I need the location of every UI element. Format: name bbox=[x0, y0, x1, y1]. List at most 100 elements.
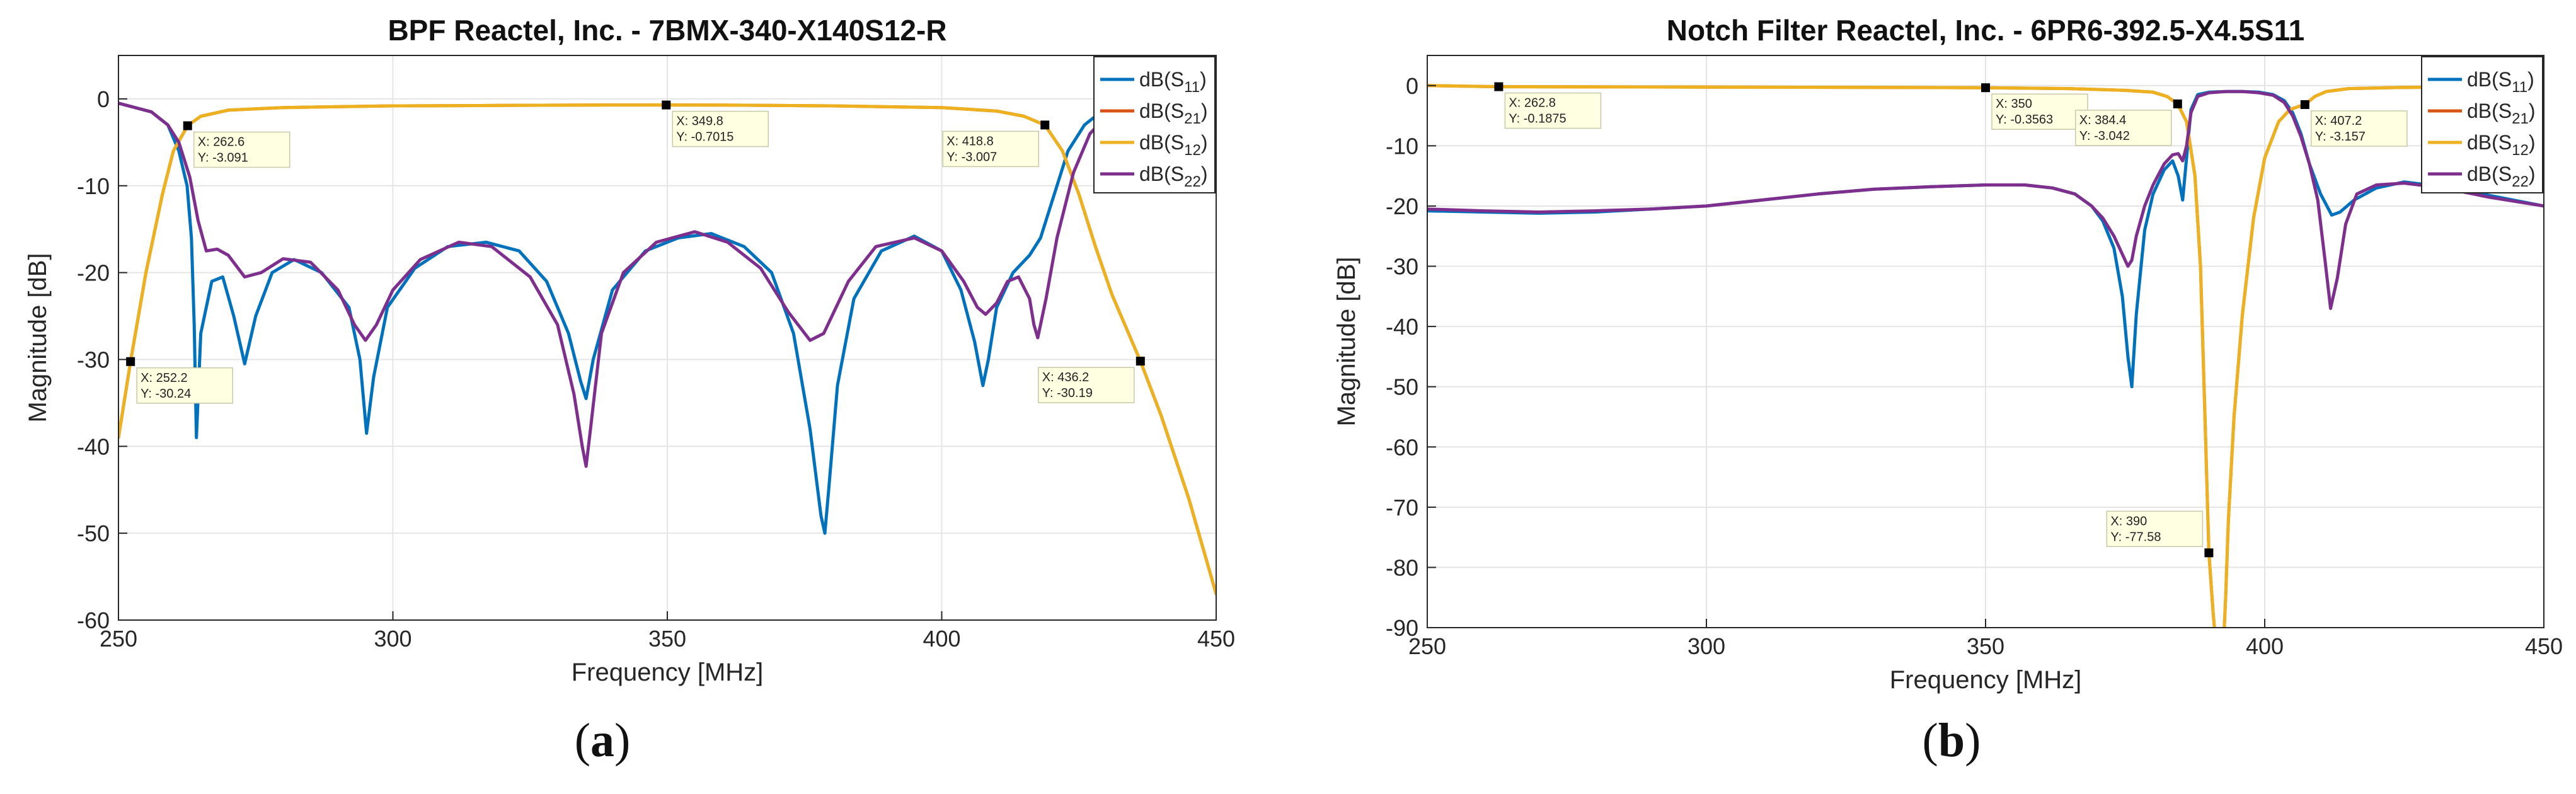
panel-a-datatip-x: X: 436.2 bbox=[1042, 371, 1090, 384]
panel-a-x-tick-label: 300 bbox=[374, 626, 411, 652]
panel-a-datatip-2: X: 349.8Y: -0.7015 bbox=[662, 100, 769, 147]
panel-b-datatip-x: X: 390 bbox=[2110, 514, 2147, 528]
panel-b-legend-entry-s12: dB(S12) bbox=[2467, 131, 2536, 159]
panel-a-x-tick-label: 350 bbox=[648, 626, 686, 652]
panel-a-datatip-box bbox=[672, 110, 769, 147]
panel-b-datatip-box bbox=[2106, 510, 2204, 548]
panel-a-y-tick-label: 0 bbox=[97, 86, 110, 112]
panel-a-legend-entry-s21: dB(S21) bbox=[1139, 100, 1208, 127]
panel-a-datatip-x: X: 262.6 bbox=[198, 135, 245, 149]
panel-b: 250 300 350 400 450 0 -10 -20 -30 -40 -50 -60 -70 -80… bbox=[1333, 14, 2563, 694]
panel-a-series-line-s11 bbox=[118, 100, 1216, 535]
panel-b-x-tick-label: 350 bbox=[1967, 633, 2004, 659]
panel-a-series-line-s22 bbox=[118, 100, 1216, 468]
panel-a-y-tick-label: -40 bbox=[77, 434, 110, 459]
panel-b-y-tick-label: -50 bbox=[1386, 374, 1418, 400]
panel-b-datatip-y: Y: -0.3563 bbox=[1996, 113, 2053, 127]
panel-b-x-axis-label: Frequency [MHz] bbox=[1890, 666, 2082, 694]
panel-b-x-tick-label: 400 bbox=[2246, 633, 2284, 659]
panel-b-datatip-x: X: 407.2 bbox=[2315, 114, 2362, 128]
panel-b-chart-title: Notch Filter Reactel, Inc. - 6PR6-392.5-… bbox=[1667, 14, 2304, 47]
panel-b-y-tick-label: -60 bbox=[1386, 434, 1418, 460]
panel-b-x-tick-label: 300 bbox=[1688, 633, 1725, 659]
panel-a-datatip-marker bbox=[126, 357, 135, 366]
panel-b-datatip-box bbox=[1991, 93, 2088, 130]
panel-a-datatip-box bbox=[193, 131, 290, 168]
panel-b-datatip-y: Y: -3.042 bbox=[2079, 129, 2130, 143]
panel-b-datatip-1: X: 350 Y: -0.3563 bbox=[1981, 83, 2088, 130]
panel-a-y-tick-label: -20 bbox=[77, 260, 110, 286]
panel-a-legend: dB(S11) dB(S21) dB(S12) dB(S22) bbox=[1093, 56, 1216, 193]
panel-a-grid bbox=[118, 55, 1217, 621]
panel-b-datatip-x: X: 384.4 bbox=[2079, 113, 2127, 127]
panel-a-datatip-4: X: 436.2 Y: -30.19 bbox=[1038, 357, 1145, 403]
panel-a-datatip-box bbox=[1038, 367, 1135, 403]
panel-b-datatip-0: X: 262.8 Y: -0.1875 bbox=[1494, 82, 1602, 129]
panel-a-datatip-1: X: 262.6 Y: -3.091 bbox=[183, 121, 290, 168]
panel-b-y-tick-label: -30 bbox=[1386, 254, 1418, 280]
panel-a-x-tick-label: 400 bbox=[923, 626, 960, 652]
panel-a-datatip-marker bbox=[183, 121, 192, 130]
panel-b-legend-entry-s22: dB(S22) bbox=[2467, 163, 2536, 190]
panel-a-datatip-marker bbox=[662, 100, 671, 110]
panel-a-legend-entry-s22: dB(S22) bbox=[1139, 163, 1208, 190]
panel-b-x-tick-label: 450 bbox=[2525, 633, 2563, 659]
panel-a-x-tick-label: 450 bbox=[1197, 626, 1235, 652]
panel-b-datatip-y: Y: -3.157 bbox=[2315, 130, 2366, 144]
panel-b-legend-entry-s21: dB(S21) bbox=[2467, 100, 2536, 127]
panel-a-datatip-x: X: 349.8 bbox=[676, 115, 723, 129]
panel-a: 250 300 350 400 450 0 -10 -20 -30 -40 -50 -60 BPF Re… bbox=[24, 14, 1235, 686]
panel-b-datatip-3: X: 407.2 Y: -3.157 bbox=[2300, 100, 2408, 147]
panel-a-y-tick-label: -30 bbox=[77, 347, 110, 372]
panel-b-datatip-box bbox=[1504, 92, 1602, 129]
panel-a-datatip-marker bbox=[1040, 120, 1050, 130]
panel-a-datatip-y: Y: -30.24 bbox=[141, 387, 191, 401]
panel-b-y-tick-label: -70 bbox=[1386, 495, 1418, 521]
panel-a-datatip-box bbox=[942, 130, 1039, 168]
panel-a-series-group bbox=[118, 100, 1216, 596]
panel-b-y-tick-label: -90 bbox=[1386, 615, 1418, 641]
panel-b-y-tick-label: -40 bbox=[1386, 314, 1418, 340]
panel-b-datatip-x: X: 350 bbox=[1996, 97, 2032, 111]
panel-b-datatip-marker bbox=[2173, 99, 2182, 108]
panel-a-datatip-y: Y: -3.007 bbox=[946, 150, 997, 164]
panel-b-datatip-2: X: 384.4 Y: -3.042 bbox=[2075, 99, 2182, 146]
panel-a-y-tick-label: -60 bbox=[77, 607, 110, 633]
panel-a-datatip-x: X: 252.2 bbox=[141, 371, 188, 385]
panel-a-datatip-y: Y: -3.091 bbox=[198, 151, 248, 165]
panel-b-series-line-s22 bbox=[1427, 89, 2544, 310]
panel-b-x-tick-label: 250 bbox=[1408, 633, 1446, 659]
panel-b-datatip-box bbox=[2311, 110, 2408, 147]
panel-b-datatip-4: X: 390 Y: -77.58 bbox=[2106, 510, 2214, 558]
panel-a-x-tick-label: 250 bbox=[100, 626, 137, 652]
panel-b-panel-label: (b) bbox=[1923, 714, 1981, 767]
panel-a-y-tick-label: -10 bbox=[77, 173, 110, 199]
panel-b-y-tick-label: -80 bbox=[1386, 555, 1418, 580]
panel-a-y-tick-label: -50 bbox=[77, 521, 110, 546]
panel-b-y-tick-label: 0 bbox=[1406, 73, 1418, 99]
panel-b-y-tick-label: -10 bbox=[1386, 133, 1418, 159]
panel-b-datatip-marker bbox=[1981, 83, 1990, 93]
panel-a-datatip-box bbox=[136, 367, 233, 404]
panel-b-datatip-marker bbox=[2204, 548, 2214, 558]
panel-a-y-axis-label: Magnitude [dB] bbox=[24, 253, 52, 422]
panel-a-x-axis-label: Frequency [MHz] bbox=[572, 659, 764, 686]
panel-a-datatip-0: X: 252.2 Y: -30.24 bbox=[126, 357, 233, 404]
panel-b-legend: dB(S11) dB(S21) dB(S12) dB(S22) bbox=[2421, 56, 2543, 193]
panel-b-datatip-marker bbox=[2300, 100, 2309, 109]
panel-b-datatip-marker bbox=[1494, 82, 1504, 91]
panel-b-y-tick-label: -20 bbox=[1386, 193, 1418, 219]
panel-a-datatip-y: Y: -0.7015 bbox=[676, 130, 733, 144]
panel-b-datatip-x: X: 262.8 bbox=[1509, 96, 1556, 110]
panel-a-panel-label: (a) bbox=[575, 714, 631, 767]
panel-a-chart-title: BPF Reactel, Inc. - 7BMX-340-X140S12-R bbox=[388, 14, 946, 47]
panel-b-legend-entry-s11: dB(S11) bbox=[2467, 68, 2534, 96]
panel-b-datatip-y: Y: -77.58 bbox=[2110, 530, 2161, 544]
panel-a-legend-entry-s12: dB(S12) bbox=[1139, 131, 1208, 159]
panel-a-datatip-y: Y: -30.19 bbox=[1042, 386, 1093, 400]
panel-b-datatip-box bbox=[2075, 110, 2172, 146]
panel-b-datatip-y: Y: -0.1875 bbox=[1509, 112, 1566, 126]
panel-a-datatip-marker bbox=[1136, 357, 1145, 366]
panel-b-y-axis-label: Magnitude [dB] bbox=[1333, 256, 1360, 426]
